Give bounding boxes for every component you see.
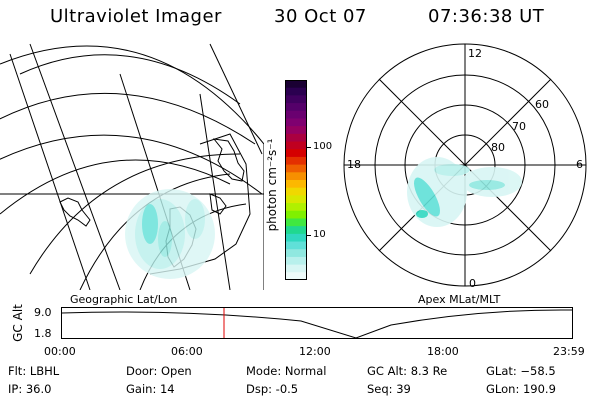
- colorbar-units-label: photon cm⁻²s⁻¹: [265, 138, 279, 232]
- coastline: [59, 197, 91, 227]
- mlt-label-6: 6: [576, 158, 583, 171]
- apex-label: Apex MLat/MLT: [418, 293, 501, 306]
- info-filter: Flt: LBHL: [8, 364, 60, 378]
- colorbar-swatch: [285, 256, 307, 266]
- geographic-label: Geographic Lat/Lon: [70, 293, 178, 306]
- lat-label-80: 80: [491, 141, 505, 154]
- instrument-title: Ultraviolet Imager: [50, 6, 222, 27]
- colorbar-swatch: [285, 172, 307, 181]
- colorbar-swatch: [285, 180, 307, 189]
- colorbar-swatch: [285, 126, 307, 135]
- colorbar-swatch: [285, 218, 307, 227]
- info-seq: Seq: 39: [367, 382, 411, 396]
- meridian-line: [209, 43, 263, 155]
- meridian-line: [199, 93, 231, 290]
- aurora-emission: [125, 189, 215, 279]
- colorbar-swatch: [285, 103, 307, 112]
- colorbar-swatch: [285, 80, 307, 89]
- colorbar-swatch: [285, 241, 307, 250]
- colorbar-swatch: [285, 210, 307, 220]
- mlt-label-0: 0: [469, 277, 476, 290]
- timeline-ytick-bottom: 1.8: [34, 327, 52, 340]
- colorbar-tick-mark: [307, 147, 311, 148]
- colorbar-swatch: [285, 141, 307, 150]
- info-door: Door: Open: [126, 364, 192, 378]
- lat-arc: [0, 134, 263, 195]
- colorbar-swatch: [285, 272, 307, 280]
- timeline-xtick-0000: 00:00: [44, 345, 76, 358]
- info-dsp: Dsp: -0.5: [246, 382, 299, 396]
- colorbar-swatch: [285, 203, 307, 212]
- info-mode: Mode: Normal: [246, 364, 327, 378]
- aurora-oval: [407, 157, 522, 227]
- lat-arc: [19, 54, 241, 105]
- colorbar-swatch: [285, 156, 307, 166]
- coastline: [212, 138, 245, 182]
- info-ip: IP: 36.0: [8, 382, 52, 396]
- altitude-timeline: [61, 307, 573, 339]
- colorbar-swatch: [285, 187, 307, 196]
- geographic-map: [0, 43, 264, 290]
- altitude-curve: [61, 309, 573, 339]
- timeline-xtick-1200: 12:00: [299, 345, 331, 358]
- colorbar-tick-mark: [307, 235, 311, 236]
- timeline-ylabel: GC Alt: [11, 304, 25, 342]
- earth-limb: [0, 45, 264, 290]
- polar-plot: [343, 43, 587, 287]
- meridian-line: [29, 43, 121, 290]
- colorbar-swatch: [285, 195, 307, 204]
- polar-axis: [378, 78, 552, 252]
- coastline: [209, 193, 227, 215]
- colorbar-tick-100: 100: [313, 141, 333, 152]
- lat-label-60: 60: [535, 98, 549, 111]
- timeline-xtick-1800: 18:00: [427, 345, 459, 358]
- timeline-ytick-top: 9.0: [34, 306, 52, 319]
- info-gain: Gain: 14: [126, 382, 175, 396]
- lat-arc: [0, 92, 256, 145]
- info-glat: GLat: −58.5: [486, 364, 556, 378]
- mlt-label-12: 12: [468, 47, 482, 60]
- colorbar-swatch: [285, 249, 307, 258]
- colorbar-swatch: [285, 233, 307, 243]
- mlt-label-18: 18: [347, 158, 361, 171]
- lat-arc: [29, 153, 241, 275]
- colorbar-swatch: [285, 118, 307, 127]
- info-gc-alt: GC Alt: 8.3 Re: [367, 364, 448, 378]
- colorbar: [285, 80, 307, 280]
- timeline-xtick-0600: 06:00: [171, 345, 203, 358]
- colorbar-swatch: [285, 164, 307, 173]
- time-label: 07:36:38 UT: [428, 6, 545, 27]
- colorbar-swatch: [285, 149, 307, 158]
- colorbar-swatch: [285, 133, 307, 143]
- timeline-xtick-2359: 23:59: [553, 345, 585, 358]
- colorbar-tick-10: 10: [313, 229, 326, 240]
- date-label: 30 Oct 07: [274, 6, 367, 27]
- colorbar-swatch: [285, 264, 307, 273]
- meridian-line: [9, 53, 91, 290]
- colorbar-swatch: [285, 95, 307, 104]
- info-glon: GLon: 190.9: [486, 382, 556, 396]
- lat-label-70: 70: [512, 120, 526, 133]
- colorbar-swatch: [285, 110, 307, 120]
- colorbar-swatch: [285, 87, 307, 96]
- colorbar-swatch: [285, 226, 307, 235]
